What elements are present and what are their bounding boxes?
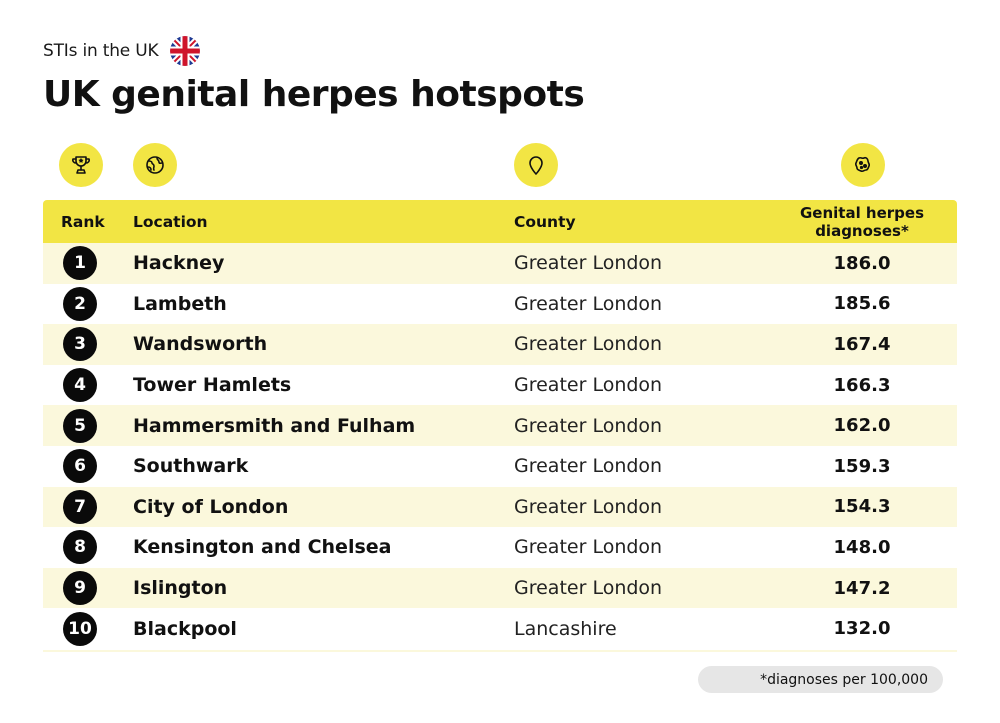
virus-icon	[841, 143, 885, 187]
table-bottom-divider	[43, 650, 957, 652]
globe-icon	[133, 143, 177, 187]
table-row: 10 Blackpool Lancashire 132.0	[43, 608, 957, 649]
diagnoses-value: 166.3	[833, 374, 891, 396]
diagnoses-value: 148.0	[833, 536, 891, 558]
table-row: 5 Hammersmith and Fulham Greater London 162…	[43, 405, 957, 446]
diagnoses-value: 159.3	[833, 455, 891, 477]
location-cell: Wandsworth	[133, 333, 268, 356]
table-row: 4 Tower Hamlets Greater London 166.3	[43, 365, 957, 406]
location-cell: Islington	[133, 577, 228, 600]
location-cell: Hammersmith and Fulham	[133, 414, 416, 437]
column-header-rank: Rank	[61, 212, 105, 231]
chart-title: UK genital herpes hotspots	[43, 74, 585, 115]
county-cell: Lancashire	[514, 617, 617, 640]
rank-badge: 1	[63, 246, 97, 281]
table-row: 2 Lambeth Greater London 185.6	[43, 284, 957, 325]
location-cell: Blackpool	[133, 617, 237, 640]
trophy-icon	[59, 143, 103, 187]
table-row: 8 Kensington and Chelsea Greater London 148…	[43, 527, 957, 568]
column-header-county: County	[514, 212, 576, 231]
table-row: 3 Wandsworth Greater London 167.4	[43, 324, 957, 365]
location-cell: Lambeth	[133, 292, 227, 315]
rank-badge: 2	[63, 286, 97, 321]
diagnoses-value: 132.0	[833, 618, 891, 640]
rank-badge: 3	[63, 327, 97, 362]
location-cell: Kensington and Chelsea	[133, 536, 392, 559]
table-row: 6 Southwark Greater London 159.3	[43, 446, 957, 487]
rank-badge: 7	[63, 489, 97, 524]
diagnoses-value: 185.6	[833, 293, 891, 315]
map-pin-icon	[514, 143, 558, 187]
diagnoses-value: 186.0	[833, 252, 891, 274]
location-cell: City of London	[133, 495, 289, 518]
column-header-diagnoses: Genital herpes diagnoses*	[799, 203, 925, 240]
county-cell: Greater London	[514, 292, 663, 315]
rank-badge: 9	[63, 571, 97, 606]
table-row: 7 City of London Greater London 154.3	[43, 486, 957, 528]
county-cell: Greater London	[514, 374, 663, 397]
column-header-location: Location	[133, 212, 208, 231]
rank-badge: 5	[63, 408, 97, 443]
county-cell: Greater London	[514, 495, 663, 518]
table-row: 9 Islington Greater London 147.2	[43, 567, 957, 609]
rank-badge: 6	[63, 449, 97, 484]
table-header: Rank Location County Genital herpes diag…	[43, 200, 957, 243]
rank-badge: 8	[63, 530, 97, 565]
county-cell: Greater London	[514, 414, 663, 437]
diagnoses-value: 162.0	[833, 415, 891, 437]
footnote-text: *diagnoses per 100,000	[760, 671, 928, 688]
uk-flag-icon	[170, 36, 201, 66]
county-cell: Greater London	[514, 455, 663, 478]
diagnoses-value: 147.2	[833, 577, 891, 599]
diagnoses-value: 154.3	[833, 496, 891, 518]
county-cell: Greater London	[514, 577, 663, 600]
county-cell: Greater London	[514, 252, 663, 275]
chart-subtitle: STIs in the UK	[43, 41, 159, 61]
county-cell: Greater London	[514, 536, 663, 559]
location-cell: Southwark	[133, 455, 249, 478]
table-body: 1 Hackney Greater London 186.0 2 Lambeth Grea…	[43, 243, 957, 649]
location-cell: Tower Hamlets	[133, 374, 292, 397]
subtitle-row: STIs in the UK	[43, 36, 201, 66]
location-cell: Hackney	[133, 252, 225, 275]
county-cell: Greater London	[514, 333, 663, 356]
rank-badge: 10	[63, 611, 97, 646]
table-row: 1 Hackney Greater London 186.0	[43, 243, 957, 284]
diagnoses-value: 167.4	[833, 333, 891, 355]
rank-badge: 4	[63, 368, 97, 403]
footnote-pill: *diagnoses per 100,000	[698, 666, 943, 693]
